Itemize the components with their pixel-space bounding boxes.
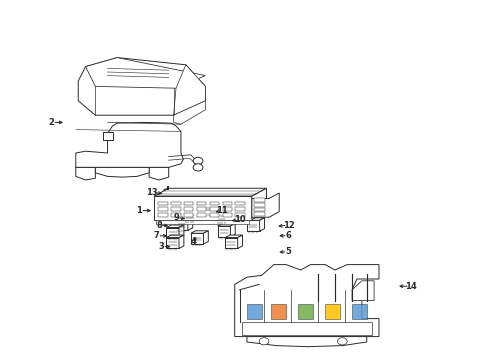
Bar [222,207,232,211]
Bar [196,213,206,217]
Polygon shape [190,233,203,244]
Bar [170,202,180,206]
Polygon shape [217,226,230,237]
Polygon shape [203,203,215,214]
Text: 9: 9 [173,213,179,222]
Polygon shape [217,224,235,226]
Text: 8: 8 [156,220,162,230]
Text: 12: 12 [282,220,294,230]
Text: 11: 11 [215,206,227,215]
Bar [253,212,264,216]
Polygon shape [246,337,366,347]
Circle shape [193,157,203,165]
Bar [351,304,366,319]
Bar [196,207,206,211]
Text: 14: 14 [404,282,416,291]
Text: 4: 4 [190,237,196,246]
Text: 6: 6 [285,231,291,240]
Bar [183,207,193,211]
Polygon shape [78,58,205,115]
Polygon shape [179,235,183,248]
Polygon shape [196,208,201,221]
Polygon shape [234,265,378,337]
Polygon shape [166,228,179,238]
Polygon shape [166,225,183,228]
Text: 10: 10 [233,215,245,224]
Polygon shape [187,217,192,230]
Bar [222,213,232,217]
Bar [222,202,232,206]
Polygon shape [230,224,235,237]
Text: 3: 3 [158,242,164,251]
Polygon shape [215,209,232,212]
Bar [183,213,193,217]
Polygon shape [259,218,264,231]
Bar [235,213,244,217]
Bar [209,207,219,211]
Polygon shape [203,231,208,244]
Bar [253,198,264,202]
Polygon shape [215,201,220,214]
Bar [170,207,180,211]
Polygon shape [237,235,242,248]
Bar [325,304,339,319]
Polygon shape [190,231,208,233]
Circle shape [337,338,346,345]
Text: 1: 1 [136,206,142,215]
Polygon shape [246,218,264,220]
Bar [196,202,206,206]
Bar [102,132,113,140]
Bar [253,203,264,207]
Polygon shape [173,101,205,124]
Bar [298,304,312,319]
Text: 13: 13 [145,188,157,197]
Polygon shape [351,281,373,301]
Polygon shape [183,211,196,221]
Bar [158,213,167,217]
Polygon shape [173,65,205,115]
Bar [246,304,261,319]
Bar [253,208,264,211]
Text: 7: 7 [153,231,159,240]
Bar [209,213,219,217]
Bar [158,207,167,211]
Polygon shape [242,322,371,335]
Polygon shape [149,167,168,180]
Polygon shape [175,217,192,220]
Polygon shape [175,220,187,230]
Polygon shape [95,167,149,177]
Bar [209,202,219,206]
Bar [235,202,244,206]
Text: 2: 2 [48,118,54,127]
Polygon shape [85,58,205,88]
Bar [158,202,167,206]
Polygon shape [224,235,242,238]
Bar [235,207,244,211]
Polygon shape [76,122,183,167]
Polygon shape [251,188,266,220]
Bar [271,304,285,319]
Polygon shape [227,209,232,222]
Polygon shape [76,167,95,180]
Bar [183,202,193,206]
Polygon shape [163,189,170,195]
Polygon shape [224,238,237,248]
Polygon shape [154,196,251,220]
Polygon shape [215,212,227,222]
Circle shape [193,164,203,171]
Bar [170,213,180,217]
Polygon shape [166,235,183,238]
Text: 5: 5 [285,248,291,256]
Polygon shape [166,238,179,248]
Polygon shape [156,220,249,224]
Polygon shape [183,208,201,211]
Polygon shape [246,220,259,231]
Polygon shape [154,188,266,196]
Polygon shape [251,193,279,217]
Polygon shape [203,201,220,203]
Polygon shape [179,225,183,238]
Circle shape [259,338,268,345]
